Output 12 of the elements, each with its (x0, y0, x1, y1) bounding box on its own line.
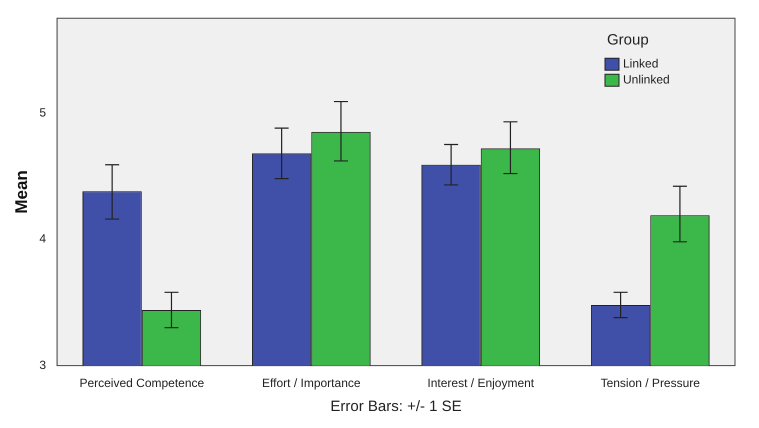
y-tick-label: 4 (39, 232, 46, 246)
legend-label: Linked (623, 56, 658, 71)
legend-title: Group (607, 31, 649, 48)
text: Error Bars: +/- 1 SE (330, 398, 462, 416)
y-axis-title: Mean (12, 170, 31, 214)
x-tick-label: Effort / Importance (262, 376, 361, 390)
legend-label: Unlinked (623, 72, 670, 87)
x-tick-label: Interest / Enjoyment (427, 376, 535, 390)
y-tick-label: 5 (39, 105, 46, 120)
y-tick-label: 3 (39, 358, 46, 372)
x-tick-label: Tension / Pressure (600, 376, 700, 390)
x-tick-label: Perceived Competence (79, 376, 205, 390)
